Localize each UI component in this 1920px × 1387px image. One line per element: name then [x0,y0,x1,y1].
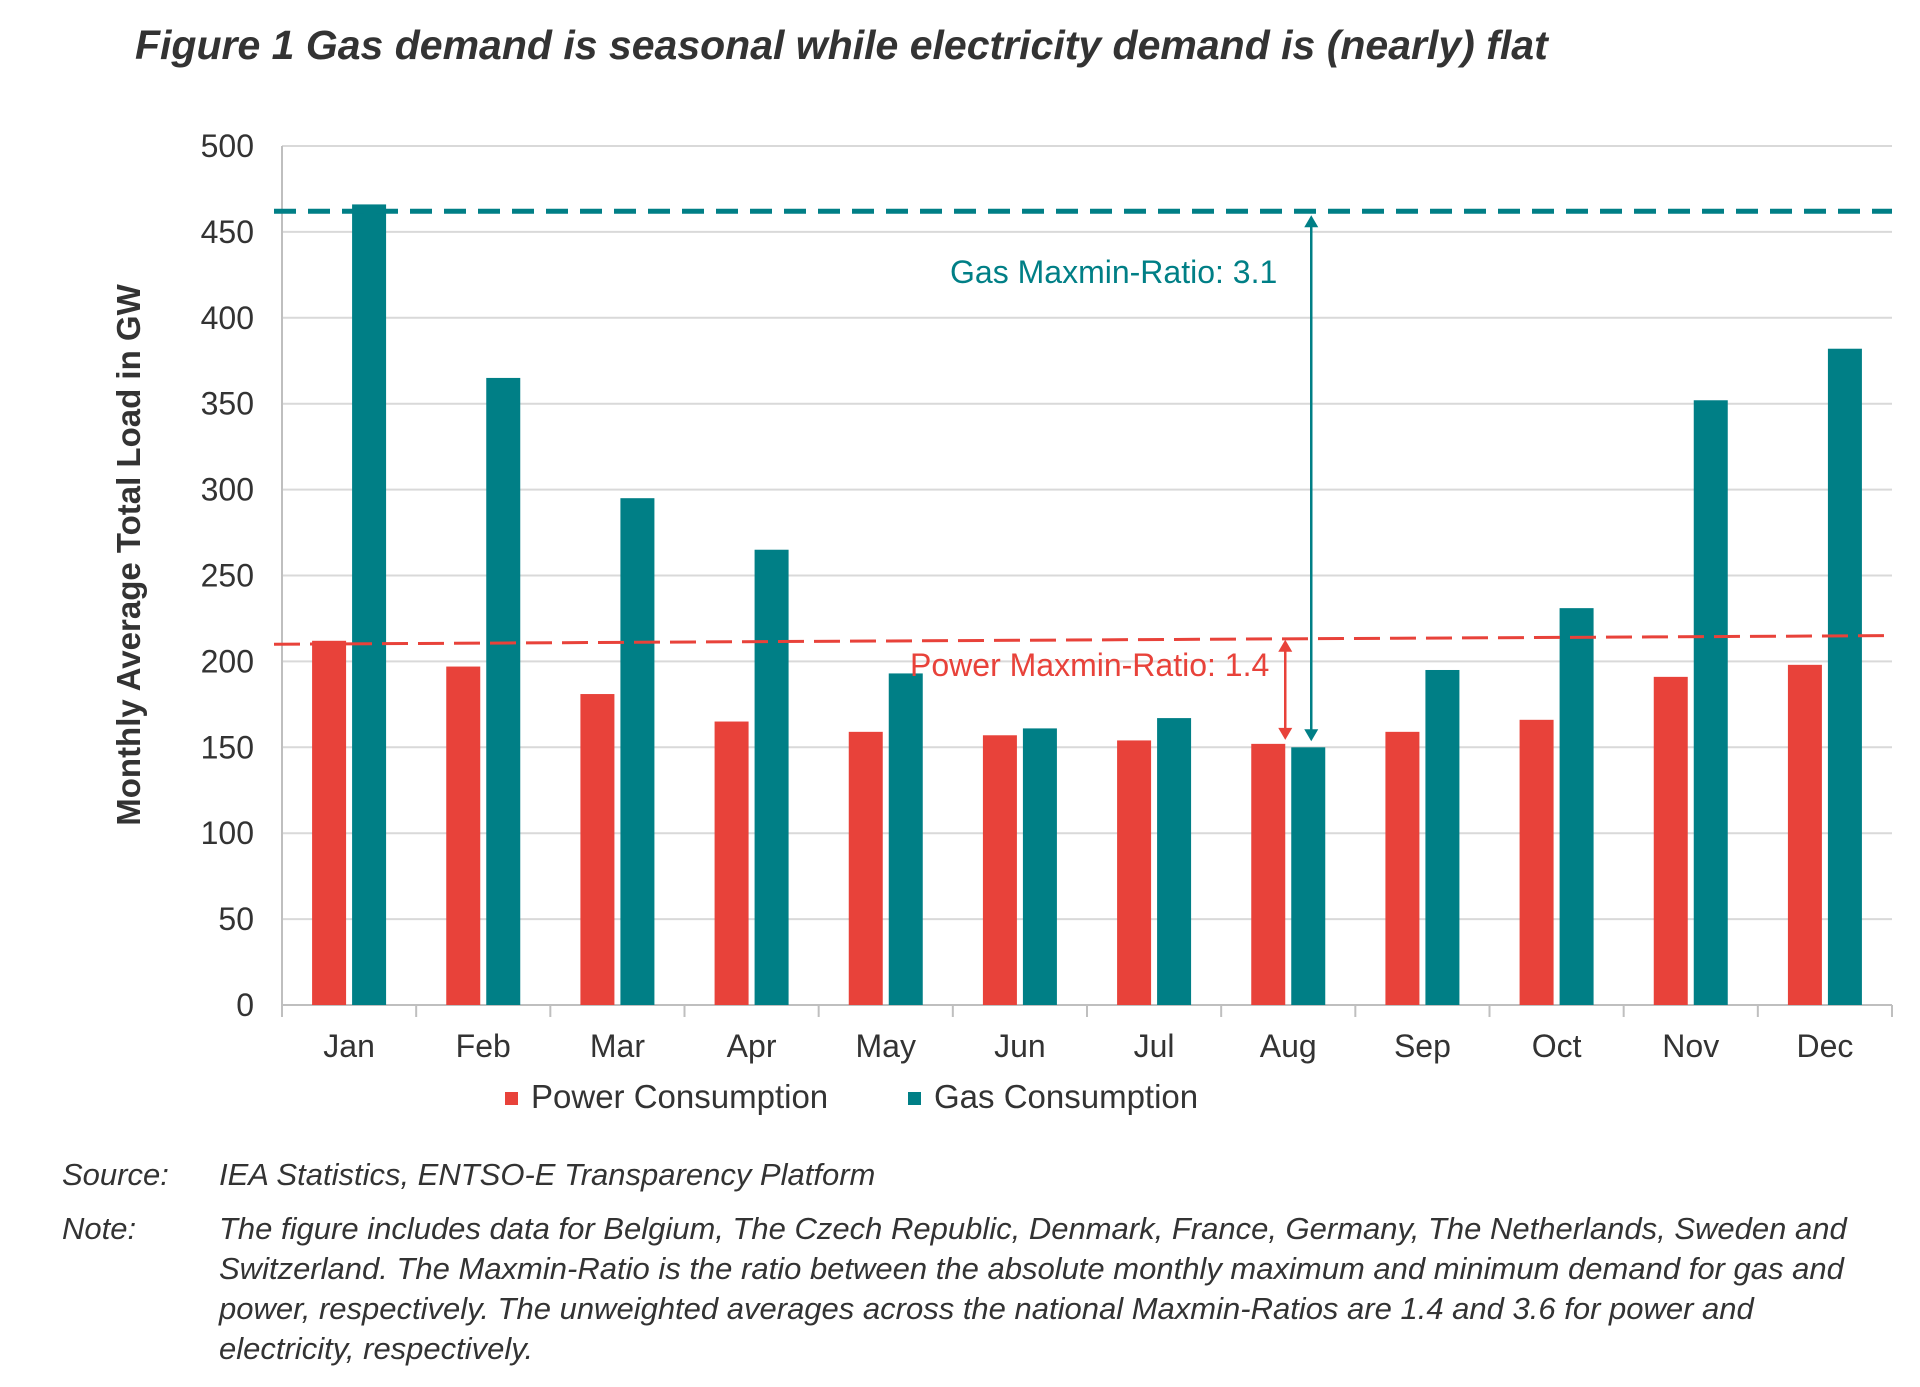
gas-bar-sep [1425,669,1460,1005]
x-tick-label: Aug [1260,1028,1317,1064]
y-tick-label: 200 [201,643,254,679]
gas-bar-jul [1157,718,1192,1005]
gas-bar-nov [1693,400,1728,1005]
arrow-head-up [1278,639,1293,652]
y-tick-label: 500 [201,128,254,164]
power-bar-nov [1653,676,1688,1005]
source-text: IEA Statistics, ENTSO-E Transparency Pla… [219,1157,876,1192]
y-tick-label: 450 [201,214,254,250]
legend-label: Gas Consumption [934,1078,1198,1115]
power-bar-jun [982,735,1017,1005]
gas-bar-aug [1291,747,1326,1005]
power-bar-apr [714,721,749,1005]
y-tick-label: 50 [218,901,254,937]
power-bar-sep [1385,731,1420,1005]
x-tick-label: Dec [1796,1028,1853,1064]
legend-swatch [505,1092,518,1105]
gas-bar-mar [620,498,655,1005]
power-bar-jul [1117,740,1152,1005]
power-ratio-arrow [1278,639,1293,740]
x-tick-label: Sep [1394,1028,1451,1064]
figure-notes: Source: IEA Statistics, ENTSO-E Transpar… [62,1155,1882,1383]
x-tick-label: May [856,1028,916,1064]
power-bar-mar [580,694,615,1005]
gridlines [282,145,1892,1006]
legend-item-power: Power Consumption [505,1078,828,1115]
gas-bar-jan [352,204,387,1006]
note-text: The figure includes data for Belgium, Th… [219,1211,1847,1366]
legend-swatch [908,1092,921,1105]
gas-bar-feb [486,377,521,1005]
x-tick-label: Jan [323,1028,375,1064]
x-tick-label: Apr [727,1028,777,1064]
annotations: Gas Maxmin-Ratio: 3.1 Power Maxmin-Ratio:… [273,208,1893,742]
power-max-dashed-line [273,634,1893,646]
gas-ratio-label: Gas Maxmin-Ratio: 3.1 [950,254,1277,290]
arrow-head-up [1304,215,1319,228]
power-bar-may [848,731,883,1005]
x-tick-label: Feb [456,1028,511,1064]
x-tick-label: Jun [994,1028,1046,1064]
note-row: Note: The figure includes data for Belgi… [62,1209,1882,1369]
note-label: Note: [62,1211,137,1246]
gas-bar-dec [1827,348,1862,1005]
power-bar-dec [1787,664,1822,1005]
bars [312,204,1862,1006]
y-tick-label: 300 [201,472,254,508]
power-bar-feb [446,666,481,1005]
legend-item-gas: Gas Consumption [908,1078,1198,1115]
bar-chart: 0 50 100 150 200 250 300 350 400 450 500 Jan Feb Mar A… [110,128,1893,1115]
y-tick-label: 400 [201,300,254,336]
power-bar-aug [1251,743,1286,1005]
x-tick-label: Jul [1134,1028,1175,1064]
gas-bar-may [888,673,923,1005]
source-row: Source: IEA Statistics, ENTSO-E Transpar… [62,1155,1882,1195]
gas-bar-oct [1559,608,1594,1005]
figure-title: Figure 1 Gas demand is seasonal while el… [135,22,1548,68]
y-tick-label: 350 [201,386,254,422]
axes: 0 50 100 150 200 250 300 350 400 450 500 Jan Feb Mar A… [201,128,1893,1064]
arrow-head-down [1304,729,1319,742]
arrow-head-down [1278,727,1293,740]
y-tick-label: 100 [201,815,254,851]
source-label: Source: [62,1157,169,1192]
x-tick-label: Oct [1532,1028,1582,1064]
x-tick-label: Mar [590,1028,645,1064]
y-tick-label: 150 [201,729,254,765]
x-tick-label: Nov [1662,1028,1719,1064]
y-tick-label: 0 [236,987,254,1023]
power-bar-oct [1519,719,1554,1005]
power-bar-jan [312,640,347,1005]
y-axis-label: Monthly Average Total Load in GW [110,283,147,825]
y-tick-label: 250 [201,558,254,594]
gas-bar-jun [1022,728,1057,1005]
gas-bar-apr [754,549,789,1005]
power-ratio-label: Power Maxmin-Ratio: 1.4 [910,647,1269,683]
gas-ratio-arrow [1304,215,1319,742]
legend: Power Consumption Gas Consumption [505,1078,1198,1115]
legend-label: Power Consumption [531,1078,828,1115]
